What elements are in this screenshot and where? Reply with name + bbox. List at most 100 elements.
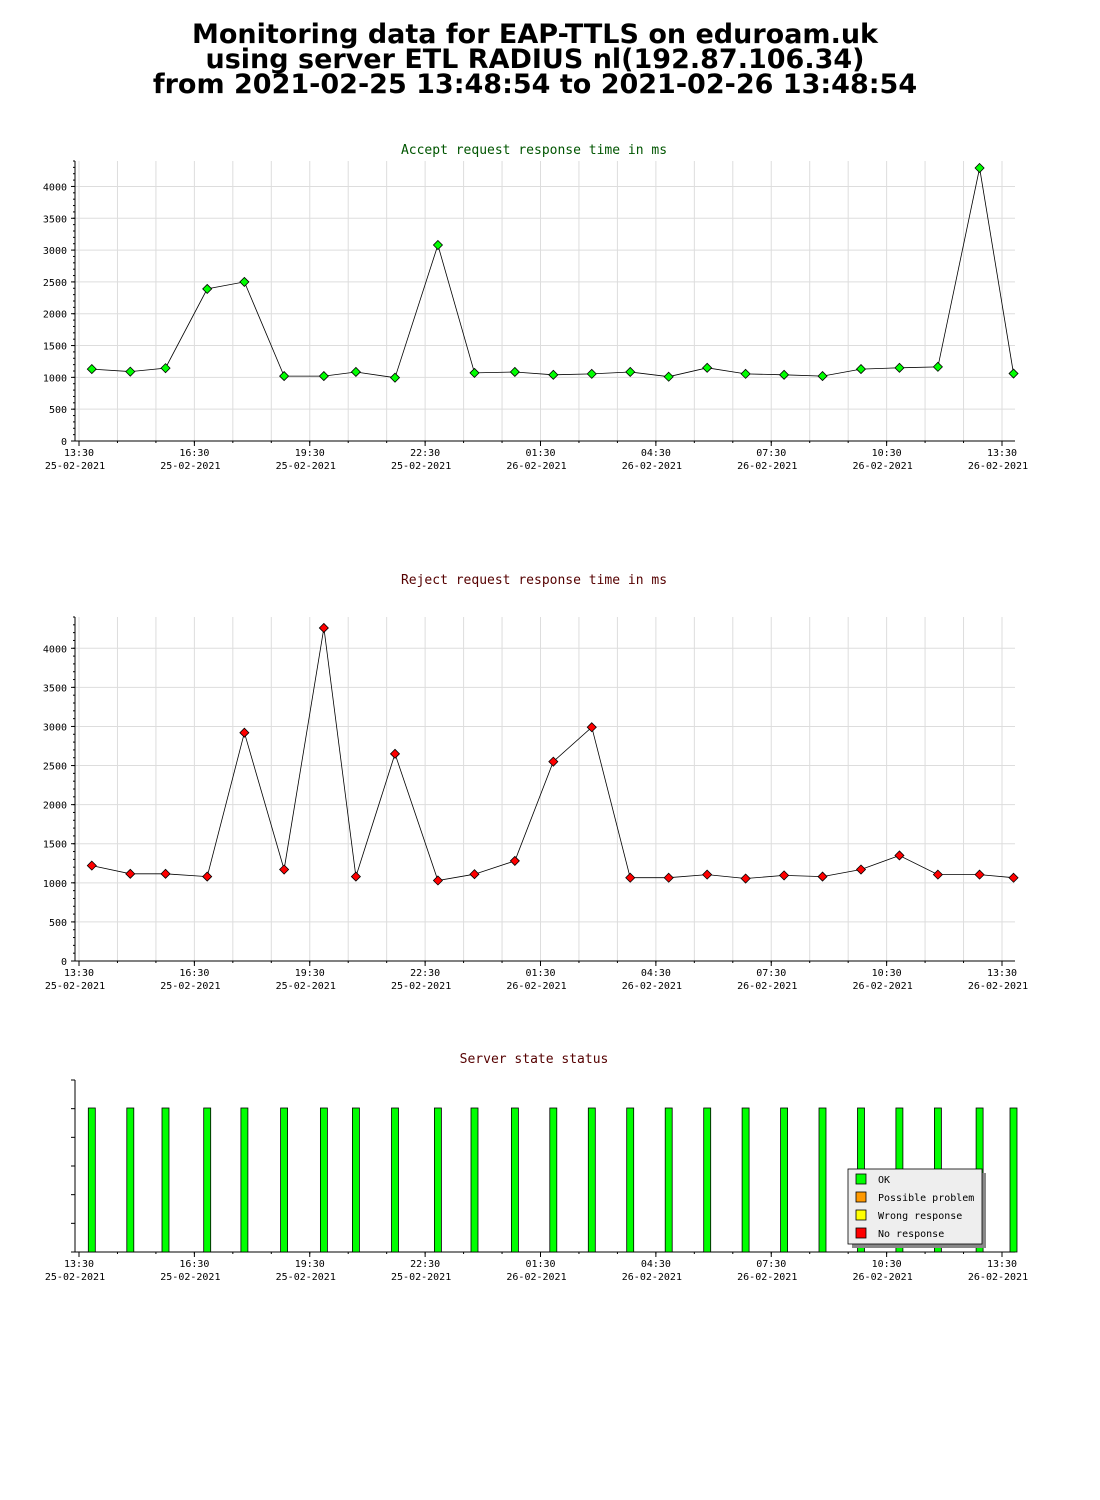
x-tick-date-label: 25-02-2021 [391,1272,451,1283]
data-point [239,276,250,287]
data-point [350,871,361,882]
x-tick-date-label: 26-02-2021 [622,461,682,472]
y-tick-label: 1500 [43,342,67,353]
x-tick-time-label: 16:30 [179,448,209,459]
x-tick-date-label: 26-02-2021 [968,461,1028,472]
data-point [509,366,520,378]
legend-label: No response [878,1229,944,1240]
x-tick-time-label: 13:30 [64,1259,94,1270]
data-point [86,860,97,871]
x-tick-time-label: 04:30 [641,968,671,979]
x-tick-time-label: 01:30 [525,968,555,979]
x-tick-date-label: 25-02-2021 [160,981,220,992]
x-tick-time-label: 10:30 [872,448,902,459]
legend-label: Wrong response [878,1211,962,1222]
server-status-chart: Server state status 13:30 25-02-2021 16:30… [45,1052,1028,1283]
y-tick-label: 500 [49,918,67,929]
y-tick-label: 2500 [43,762,67,773]
y-tick-label: 2000 [43,801,67,812]
series-line [91,627,1014,881]
status-bar [351,1107,360,1253]
data-point [239,727,250,738]
data-point [548,369,559,380]
report-title: Monitoring data for EAP-TTLS on eduroam.… [0,21,1070,100]
legend-swatch [855,1173,867,1185]
x-tick-time-label: 16:30 [179,1259,209,1270]
data-point [389,372,401,383]
x-tick-time-label: 07:30 [756,968,786,979]
data-point [318,371,329,382]
data-point [279,371,290,382]
data-point [779,870,790,881]
data-point [894,362,905,373]
legend-label: Possible problem [878,1193,974,1204]
data-point [432,875,444,886]
x-tick-date-label: 25-02-2021 [391,461,451,472]
legend-swatch [855,1209,867,1221]
data-point [548,756,559,767]
data-point [279,864,290,875]
status-bar [818,1107,827,1253]
x-tick-date-label: 25-02-2021 [276,461,336,472]
data-point [125,366,136,377]
status-chart-title: Server state status [460,1052,609,1067]
x-tick-date-label: 26-02-2021 [853,981,913,992]
status-bar [510,1107,519,1253]
x-tick-date-label: 26-02-2021 [968,981,1028,992]
data-point [160,868,171,879]
data-point [350,366,361,378]
y-tick-label: 500 [49,405,67,416]
x-tick-time-label: 13:30 [987,968,1017,979]
data-point [932,869,943,880]
status-bar [549,1107,558,1253]
x-tick-time-label: 13:30 [64,448,94,459]
data-point [389,748,401,759]
data-point [779,369,790,380]
x-tick-time-label: 22:30 [410,1259,440,1270]
x-tick-date-label: 25-02-2021 [45,461,105,472]
status-legend: OK Possible problem Wrong response No respo… [847,1168,986,1248]
accept-chart-title: Accept request response time in ms [401,143,667,158]
legend-swatch [855,1227,867,1239]
status-bar [780,1107,788,1253]
title-line-3: from 2021-02-25 13:48:54 to 2021-02-26 1… [152,69,918,100]
status-bar [587,1107,596,1253]
data-point [625,872,636,883]
data-point [586,722,597,733]
status-bar [703,1107,712,1253]
y-tick-label: 1500 [43,840,67,851]
x-tick-date-label: 25-02-2021 [276,981,336,992]
x-tick-date-label: 26-02-2021 [737,1272,797,1283]
data-point [932,361,943,372]
x-tick-date-label: 25-02-2021 [276,1272,336,1283]
data-point [663,872,674,883]
data-point [86,364,97,375]
status-bar [319,1107,328,1253]
y-tick-label: 0 [61,437,67,448]
x-tick-time-label: 13:30 [987,448,1017,459]
accept-response-chart: Accept request response time in ms 0 500 1… [43,143,1028,472]
x-tick-date-label: 26-02-2021 [506,461,566,472]
y-tick-label: 3500 [43,683,67,694]
status-bar [391,1107,399,1253]
data-point [432,239,444,251]
x-tick-date-label: 26-02-2021 [737,461,797,472]
data-point [318,622,329,634]
data-point [974,162,985,174]
x-tick-date-label: 25-02-2021 [45,1272,105,1283]
y-tick-label: 3000 [43,246,67,257]
reject-chart-title: Reject request response time in ms [401,573,667,588]
x-tick-time-label: 22:30 [410,968,440,979]
x-tick-time-label: 19:30 [295,448,325,459]
y-tick-label: 4000 [43,182,67,193]
data-point [202,283,213,294]
status-bar [87,1107,96,1253]
x-tick-date-label: 26-02-2021 [506,981,566,992]
y-tick-label: 0 [61,957,67,968]
x-tick-date-label: 26-02-2021 [853,1272,913,1283]
x-tick-time-label: 19:30 [295,968,325,979]
y-tick-label: 4000 [43,644,67,655]
status-bar [664,1107,673,1253]
x-tick-time-label: 10:30 [872,1259,902,1270]
x-tick-date-label: 26-02-2021 [622,981,682,992]
